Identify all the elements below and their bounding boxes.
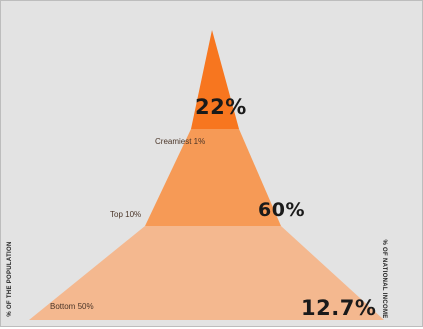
- tier-top-10-shape: [145, 129, 281, 226]
- tier-value-creamiest-1: 22%: [195, 95, 247, 119]
- tier-creamiest-1-shape: [191, 30, 239, 129]
- tier-value-bottom-50: 12.7%: [301, 296, 377, 320]
- tier-label-creamiest-1: Creamiest 1%: [155, 137, 206, 146]
- tier-label-bottom-50: Bottom 50%: [50, 302, 94, 311]
- tier-value-top-10: 60%: [258, 199, 305, 221]
- axis-label-national-income: % OF NATIONAL INCOME: [381, 239, 387, 319]
- axis-label-population: % OF THE POPULATION: [7, 241, 13, 317]
- tier-bottom-50-shape: [29, 226, 384, 320]
- tier-label-top-10: Top 10%: [110, 210, 142, 219]
